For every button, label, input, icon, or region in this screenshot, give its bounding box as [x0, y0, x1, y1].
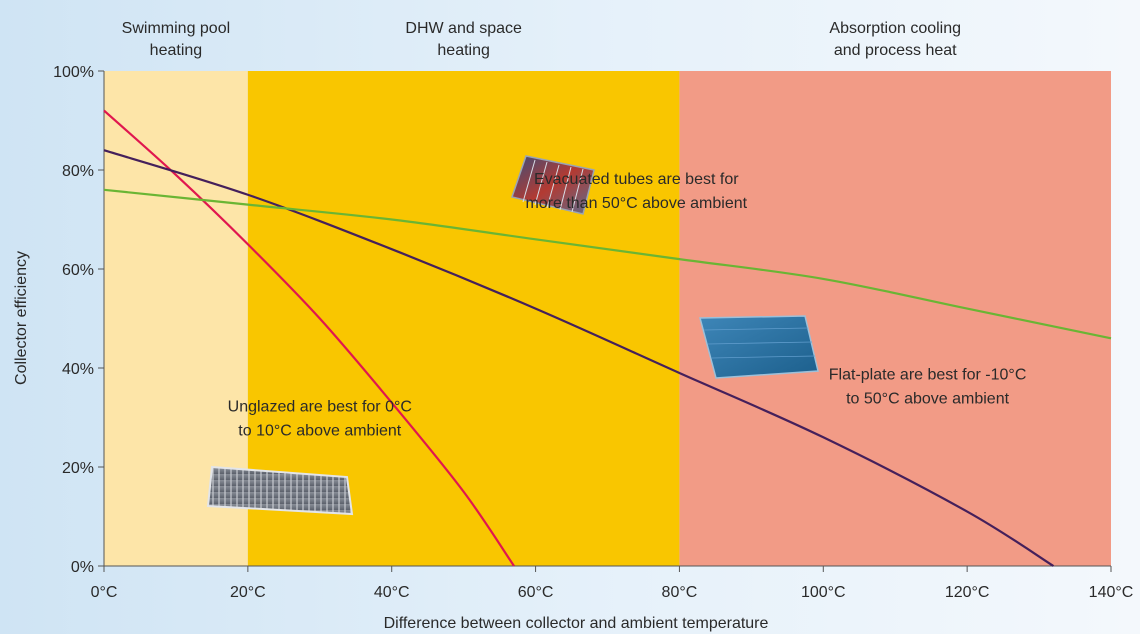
y-tick-label: 80% [62, 163, 94, 180]
y-tick-label: 40% [62, 361, 94, 378]
region-label-1: DHW and space heating [405, 20, 522, 59]
flat-plate-collector-image [699, 315, 819, 379]
ticks-layer: 0°C 20°C 40°C 60°C 80°C 100°C 120°C 140°C 0% 20% 4… [53, 64, 1133, 601]
region-labels: Swimming pool heating DHW and space heating… [122, 20, 961, 59]
x-tick-label: 40°C [374, 584, 410, 601]
y-axis-title: Collector efficiency [13, 251, 30, 385]
series-line-1 [103, 149, 1055, 567]
evacuated-tube-collector-image [511, 155, 595, 215]
annotation-1: Evacuated tubes are best for more than 50… [525, 171, 747, 212]
x-tick-label: 60°C [518, 584, 554, 601]
series-line-2 [103, 188, 1112, 340]
series-line-0 [103, 109, 515, 567]
x-tick-label: 80°C [662, 584, 698, 601]
icons-layer [206, 155, 819, 516]
y-tick-label: 20% [62, 460, 94, 477]
y-tick-label: 60% [62, 262, 94, 279]
unglazed-collector-image [206, 465, 354, 516]
x-axis-title: Difference between collector and ambient… [384, 615, 769, 632]
x-tick-label: 120°C [945, 584, 990, 601]
annotation-0: Unglazed are best for 0°C to 10°C above a… [228, 399, 412, 440]
x-tick-label: 100°C [801, 584, 846, 601]
annotations-layer: Unglazed are best for 0°C to 10°C above a… [228, 171, 1027, 440]
x-tick-label: 0°C [91, 584, 118, 601]
series-layer [103, 109, 1112, 567]
x-tick-label: 140°C [1089, 584, 1134, 601]
x-tick-label: 20°C [230, 584, 266, 601]
region-label-2: Absorption cooling and process heat [829, 20, 961, 59]
y-tick-label: 100% [53, 64, 94, 81]
axes-layer [103, 71, 1111, 567]
y-tick-label: 0% [71, 559, 94, 576]
region-label-0: Swimming pool heating [122, 20, 230, 59]
annotation-2: Flat-plate are best for -10°C to 50°C abo… [829, 366, 1027, 407]
